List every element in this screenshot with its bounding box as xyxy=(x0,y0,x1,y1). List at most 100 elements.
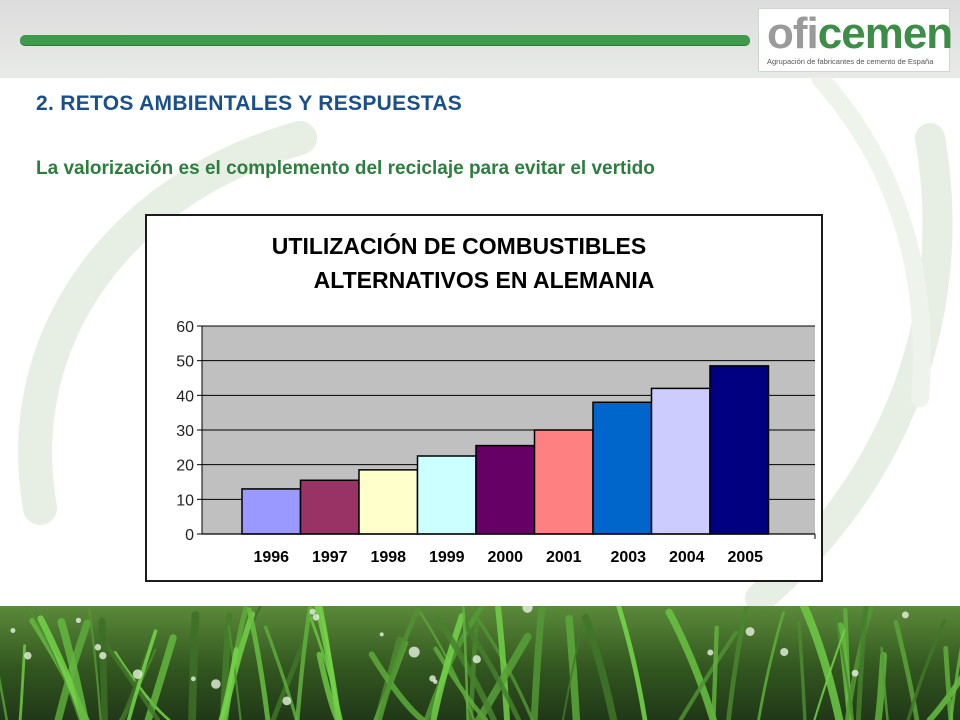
grass-blade xyxy=(113,650,171,720)
x-tick-label: 2005 xyxy=(727,549,763,566)
grass-blade xyxy=(26,606,81,720)
bar-1999 xyxy=(416,455,477,535)
grass-blade xyxy=(797,620,807,720)
grass-blade xyxy=(880,646,889,720)
grass-blade xyxy=(430,613,466,720)
grass-blade xyxy=(530,606,546,720)
grass-blade xyxy=(0,676,8,720)
grass-blade xyxy=(314,606,342,720)
y-tick-label: 40 xyxy=(176,388,194,405)
bar-2001 xyxy=(533,429,594,535)
grass-blade xyxy=(246,607,271,720)
dew-drop xyxy=(132,669,143,679)
grass-blade xyxy=(832,609,854,720)
dew-drop xyxy=(901,611,909,619)
grass-blade xyxy=(462,621,522,720)
oficemen-logo: oficemen Agrupación de fabricantes de ce… xyxy=(758,8,953,72)
grass-blade xyxy=(316,651,341,720)
x-tick-label: 2004 xyxy=(669,549,705,566)
grass-blade xyxy=(126,629,158,720)
x-tick-label: 1998 xyxy=(370,549,406,566)
bar-1998 xyxy=(358,469,419,535)
logo-tagline: Agrupación de fabricantes de cemento de … xyxy=(767,57,934,66)
dew-drop xyxy=(429,675,436,682)
grass-blade xyxy=(435,616,497,720)
grass-blade xyxy=(665,608,717,720)
bar-1996 xyxy=(241,488,302,535)
grass-blade xyxy=(368,651,426,720)
x-tick-label: 2003 xyxy=(610,549,646,566)
dew-drop xyxy=(745,627,755,637)
grass-blade xyxy=(98,617,108,720)
dew-drop xyxy=(472,655,481,664)
y-tick-label: 30 xyxy=(176,423,194,440)
logo-wordmark-part1: ofi xyxy=(767,9,819,58)
dew-drop xyxy=(379,632,384,637)
grass-blade xyxy=(726,606,749,720)
dew-drop xyxy=(312,613,320,621)
grass-blade xyxy=(144,634,177,720)
grass-blade xyxy=(377,606,422,720)
dew-drop xyxy=(190,676,196,682)
grass-blade xyxy=(218,647,239,720)
logo-wordmark-part2: cemen xyxy=(817,9,953,58)
grass-blade xyxy=(855,606,869,720)
grass-blade xyxy=(926,674,960,720)
y-tick-label: 10 xyxy=(176,492,194,509)
grass-blade xyxy=(813,629,846,720)
y-tick-label: 60 xyxy=(176,319,194,336)
grass-blade xyxy=(943,645,954,720)
bar-2003 xyxy=(592,401,653,535)
grass-blade xyxy=(799,606,844,720)
dew-drop xyxy=(94,644,102,651)
x-tick-label: 2000 xyxy=(487,549,523,566)
bar-1997 xyxy=(299,479,360,535)
bar-2005 xyxy=(709,365,770,535)
chart-title-line-2: ALTERNATIVOS EN ALEMANIA xyxy=(314,267,655,293)
x-tick-label: 2001 xyxy=(546,549,582,566)
dew-drop xyxy=(10,628,16,634)
chart-frame: UTILIZACIÓN DE COMBUSTIBLES ALTERNATIVOS… xyxy=(145,214,823,582)
grass-blade xyxy=(264,625,299,720)
grass-blade xyxy=(561,624,584,720)
x-tick-label: 1996 xyxy=(253,549,289,566)
dew-drop xyxy=(522,606,533,613)
grass-blades xyxy=(0,606,960,720)
logo-wordmark: oficemen xyxy=(767,9,953,59)
dew-drop xyxy=(282,696,292,706)
grass-photo-banner xyxy=(0,606,960,720)
dew-drop xyxy=(780,647,789,657)
y-tick-label: 20 xyxy=(176,458,194,475)
dew-drop xyxy=(211,679,221,689)
grass-blade xyxy=(57,618,89,720)
grass-blade xyxy=(893,619,920,720)
grass-blade xyxy=(678,630,738,720)
grass-blade xyxy=(582,613,618,720)
chart-title-line-1: UTILIZACIÓN DE COMBUSTIBLES xyxy=(272,232,646,259)
grass-blade xyxy=(227,625,242,720)
dew-drop xyxy=(99,651,107,660)
y-tick-label: 50 xyxy=(176,354,194,371)
bar-2004 xyxy=(650,387,711,535)
dew-drop xyxy=(851,669,859,677)
grass-blade xyxy=(906,619,947,720)
x-tick-label: 1997 xyxy=(312,549,348,566)
grass-blade xyxy=(494,606,510,720)
grass-blade xyxy=(949,646,960,720)
dew-drop xyxy=(75,617,82,623)
dew-drop xyxy=(24,651,32,660)
grass-blade xyxy=(461,606,469,720)
grass-blade xyxy=(757,611,785,720)
y-axis: 0 10 20 30 40 50 60 xyxy=(176,319,203,544)
header-accent-rule xyxy=(20,35,750,45)
dew-drop xyxy=(408,646,420,658)
bar-chart: UTILIZACIÓN DE COMBUSTIBLES ALTERNATIVOS… xyxy=(176,232,816,566)
slide-subtitle: La valorización es el complemento del re… xyxy=(36,158,655,179)
grass-blade xyxy=(711,625,719,720)
x-axis: 1996 1997 1998 1999 2000 2001 2003 2004 2005 xyxy=(202,533,816,566)
grass-blade xyxy=(18,644,27,720)
x-tick-label: 1999 xyxy=(429,549,465,566)
grass-blade xyxy=(616,606,648,720)
bar-2000 xyxy=(475,444,536,535)
dew-drop xyxy=(707,649,714,656)
